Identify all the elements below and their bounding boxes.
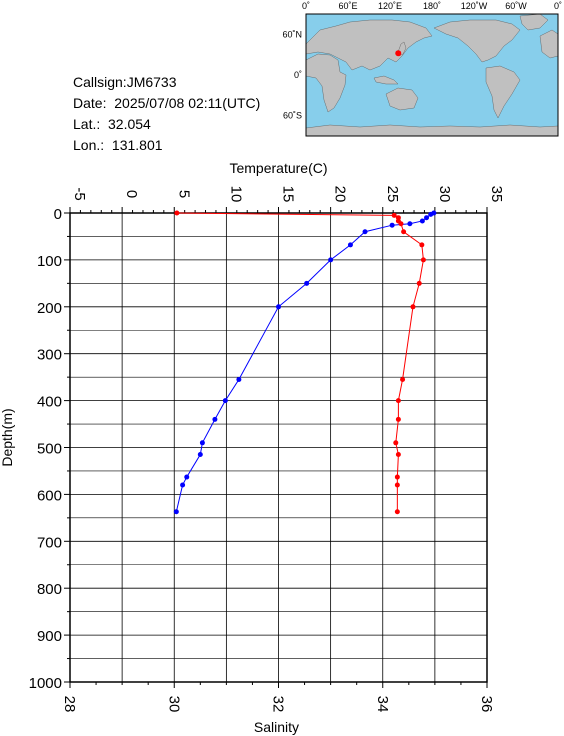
salinity-tick-labels: 28 30 32 34 36 [61, 696, 495, 713]
temperature-point [199, 440, 205, 446]
salinity-point [420, 257, 426, 263]
temperature-point [180, 482, 186, 488]
chart-series [173, 210, 437, 515]
temperature-point [184, 474, 190, 480]
temperature-line [175, 212, 435, 512]
salinity-point [394, 482, 400, 488]
salinity-point [395, 398, 401, 404]
temperature-tick-label: 10 [227, 186, 244, 203]
depth-tick-label: 600 [37, 487, 62, 504]
salinity-tick-label: 28 [61, 696, 78, 713]
temperature-point [222, 398, 228, 404]
salinity-tick-label: 32 [270, 696, 287, 713]
map-latitude-label: 0˚ [294, 70, 302, 80]
temperature-point [362, 229, 368, 235]
world-map: 0˚ 60˚E 120˚E 180˚ 120˚W 60˚W 0˚ 60˚N 0˚ 60˚S [282, 1, 562, 137]
depth-tick-label: 100 [37, 253, 62, 270]
temperature-point [328, 257, 334, 263]
longitude-text: Lon.: 131.801 [73, 137, 163, 153]
map-longitude-label: 120˚W [461, 1, 488, 11]
salinity-point [391, 212, 397, 218]
temperature-tick-label: 25 [384, 186, 401, 203]
salinity-point [394, 509, 400, 515]
temperature-point [424, 215, 430, 221]
map-longitude-label: 120˚E [378, 1, 402, 11]
depth-tick-label: 800 [37, 581, 62, 598]
salinity-axis-title: Salinity [254, 719, 299, 735]
temperature-point [212, 416, 218, 422]
salinity-point [394, 474, 400, 480]
map-longitude-label: 60˚W [505, 1, 527, 11]
salinity-point [393, 440, 399, 446]
depth-tick-label: 1000 [29, 675, 62, 692]
depth-tick-labels: 0 100 200 300 400 500 600 700 800 900 1000 [29, 206, 62, 692]
temperature-point [389, 222, 395, 228]
temperature-point [236, 376, 242, 382]
temperature-tick-label: 20 [332, 186, 349, 203]
salinity-point [419, 242, 425, 248]
salinity-point [395, 416, 401, 422]
temperature-point [428, 211, 434, 217]
temperature-tick-label: 15 [280, 186, 297, 203]
map-longitude-label: 180˚ [423, 1, 441, 11]
date-text: Date: 2025/07/08 02:11(UTC) [73, 95, 261, 111]
map-frame [305, 13, 559, 137]
salinity-tick-label: 34 [374, 696, 391, 713]
temperature-point [304, 280, 310, 286]
depth-tick-label: 500 [37, 441, 62, 458]
chart-ticks [64, 207, 488, 688]
map-longitude-label: 0˚ [554, 1, 562, 11]
map-longitude-label: 60˚E [338, 1, 357, 11]
temperature-point [276, 304, 281, 310]
temperature-tick-labels: -5 0 5 10 15 20 25 30 35 [71, 186, 505, 203]
map-latitude-label: 60˚N [282, 29, 302, 39]
map-latitude-labels: 60˚N 0˚ 60˚S [282, 29, 302, 120]
depth-tick-label: 700 [37, 534, 62, 551]
temperature-point [173, 509, 179, 515]
map-latitude-label: 60˚S [283, 111, 302, 121]
temperature-tick-label: 0 [123, 190, 140, 198]
temperature-point [407, 221, 413, 227]
depth-tick-label: 300 [37, 347, 62, 364]
map-longitude-labels: 0˚ 60˚E 120˚E 180˚ 120˚W 60˚W 0˚ [302, 1, 562, 11]
salinity-tick-label: 30 [165, 696, 182, 713]
temperature-point [197, 452, 203, 458]
chart-grid [69, 212, 488, 683]
latitude-text: Lat.: 32.054 [73, 116, 151, 132]
salinity-line [176, 212, 424, 512]
callsign-text: Callsign:JM6733 [73, 74, 177, 90]
station-marker [395, 50, 402, 57]
temperature-tick-label: 30 [436, 186, 453, 203]
salinity-point [401, 229, 407, 235]
depth-tick-label: 400 [37, 394, 62, 411]
salinity-tick-label: 36 [478, 696, 495, 713]
depth-tick-label: 900 [37, 628, 62, 645]
temperature-tick-label: 5 [175, 190, 192, 198]
salinity-point [398, 221, 404, 227]
salinity-point [395, 452, 401, 458]
salinity-point [410, 304, 416, 310]
temperature-point [347, 242, 353, 248]
depth-tick-label: 200 [37, 300, 62, 317]
temperature-point [419, 218, 425, 224]
map-longitude-label: 0˚ [302, 1, 310, 11]
temperature-tick-label: -5 [71, 187, 88, 200]
map-land [305, 13, 559, 137]
depth-tick-label: 0 [54, 206, 62, 223]
temperature-tick-label: 35 [488, 186, 505, 203]
station-info: Callsign:JM6733 Date: 2025/07/08 02:11(U… [73, 72, 260, 156]
salinity-point [400, 376, 406, 382]
salinity-point [174, 210, 180, 216]
salinity-point [416, 280, 422, 286]
temperature-axis-title: Temperature(C) [229, 160, 327, 176]
depth-axis-title: Depth(m) [0, 408, 15, 466]
